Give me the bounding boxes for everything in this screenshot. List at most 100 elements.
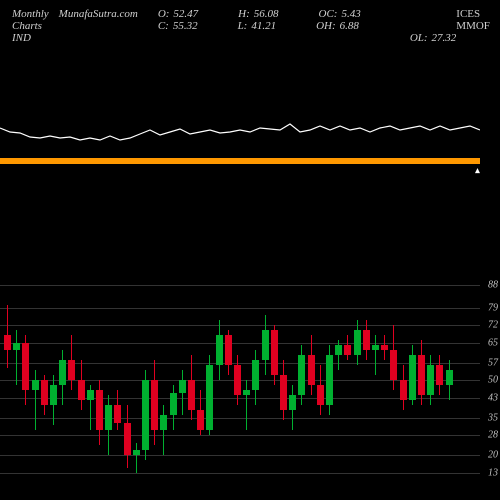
- candle-body: [197, 410, 204, 430]
- candle: [4, 280, 11, 480]
- candle: [22, 280, 29, 480]
- candle: [289, 280, 296, 480]
- header: Monthly Charts IND MunafaSutra.com O:52.…: [0, 0, 500, 44]
- c-val: 55.32: [173, 20, 198, 32]
- y-axis-label: 28: [488, 430, 498, 441]
- ticker-name: ICES MMOF: [456, 8, 490, 32]
- candle: [32, 280, 39, 480]
- candle-wick: [163, 405, 164, 455]
- c-label: C:: [158, 20, 169, 32]
- candle-body: [427, 365, 434, 395]
- candle-body: [289, 395, 296, 410]
- oc-label: OC:: [319, 8, 338, 20]
- candle-body: [124, 423, 131, 456]
- candle-body: [170, 393, 177, 416]
- candle: [317, 280, 324, 480]
- candle-body: [151, 380, 158, 430]
- candle-body: [206, 365, 213, 430]
- candle-body: [446, 370, 453, 385]
- candle: [179, 280, 186, 480]
- candle-body: [354, 330, 361, 355]
- candle: [160, 280, 167, 480]
- candle: [427, 280, 434, 480]
- chart-title: Monthly Charts IND: [12, 8, 49, 44]
- candle-body: [96, 390, 103, 430]
- candle-body: [142, 380, 149, 450]
- candle-body: [418, 355, 425, 395]
- site-name: MunafaSutra.com: [59, 8, 138, 44]
- candle-body: [216, 335, 223, 365]
- candle: [41, 280, 48, 480]
- candle-body: [317, 385, 324, 405]
- candle: [363, 280, 370, 480]
- candle-body: [114, 405, 121, 423]
- candle: [50, 280, 57, 480]
- candle: [381, 280, 388, 480]
- y-axis-label: 20: [488, 450, 498, 461]
- candle: [354, 280, 361, 480]
- ohlc-block: O:52.47 H:56.08 OC:5.43 C:55.32 L:41.21 …: [138, 8, 456, 44]
- candle: [280, 280, 287, 480]
- candle-body: [390, 350, 397, 380]
- candle-body: [13, 343, 20, 351]
- candle: [206, 280, 213, 480]
- candle-body: [363, 330, 370, 350]
- candle: [400, 280, 407, 480]
- y-axis-label: 57: [488, 357, 498, 368]
- y-axis-label: 35: [488, 412, 498, 423]
- candle-body: [436, 365, 443, 385]
- candle: [142, 280, 149, 480]
- y-axis-label: 79: [488, 302, 498, 313]
- candle: [446, 280, 453, 480]
- candle-body: [179, 380, 186, 393]
- candle-body: [381, 345, 388, 350]
- h-val: 56.08: [254, 8, 279, 20]
- candle: [133, 280, 140, 480]
- oc-val: 5.43: [341, 8, 360, 20]
- candle-body: [59, 360, 66, 385]
- candle: [234, 280, 241, 480]
- o-val: 52.47: [173, 8, 198, 20]
- candle-body: [50, 385, 57, 405]
- candle-body: [41, 380, 48, 405]
- y-axis-label: 43: [488, 392, 498, 403]
- candle-body: [409, 355, 416, 400]
- candle-body: [344, 345, 351, 355]
- candle: [188, 280, 195, 480]
- candle-body: [271, 330, 278, 375]
- candle: [114, 280, 121, 480]
- candle-body: [4, 335, 11, 350]
- candle-wick: [182, 370, 183, 415]
- candle: [151, 280, 158, 480]
- l-val: 41.21: [251, 20, 276, 32]
- candle-body: [87, 390, 94, 400]
- header-right: ICES MMOF: [456, 8, 500, 44]
- candle: [271, 280, 278, 480]
- candle: [308, 280, 315, 480]
- candle: [344, 280, 351, 480]
- candle-body: [225, 335, 232, 365]
- candle-body: [280, 375, 287, 410]
- candle: [105, 280, 112, 480]
- l-label: L:: [238, 20, 248, 32]
- header-left: Monthly Charts IND MunafaSutra.com: [12, 8, 138, 44]
- h-label: H:: [238, 8, 250, 20]
- candle-body: [326, 355, 333, 405]
- y-axis-label: 13: [488, 467, 498, 478]
- candle: [436, 280, 443, 480]
- candle: [225, 280, 232, 480]
- candle-body: [243, 390, 250, 395]
- candle: [326, 280, 333, 480]
- candlestick-chart: 1320283543505765727988: [0, 280, 480, 480]
- candle: [418, 280, 425, 480]
- candle: [13, 280, 20, 480]
- candle: [298, 280, 305, 480]
- candle-body: [133, 450, 140, 455]
- candle-body: [22, 343, 29, 391]
- candle: [78, 280, 85, 480]
- y-axis-label: 65: [488, 337, 498, 348]
- candle: [409, 280, 416, 480]
- candle: [372, 280, 379, 480]
- candle-body: [105, 405, 112, 430]
- candle-wick: [136, 443, 137, 473]
